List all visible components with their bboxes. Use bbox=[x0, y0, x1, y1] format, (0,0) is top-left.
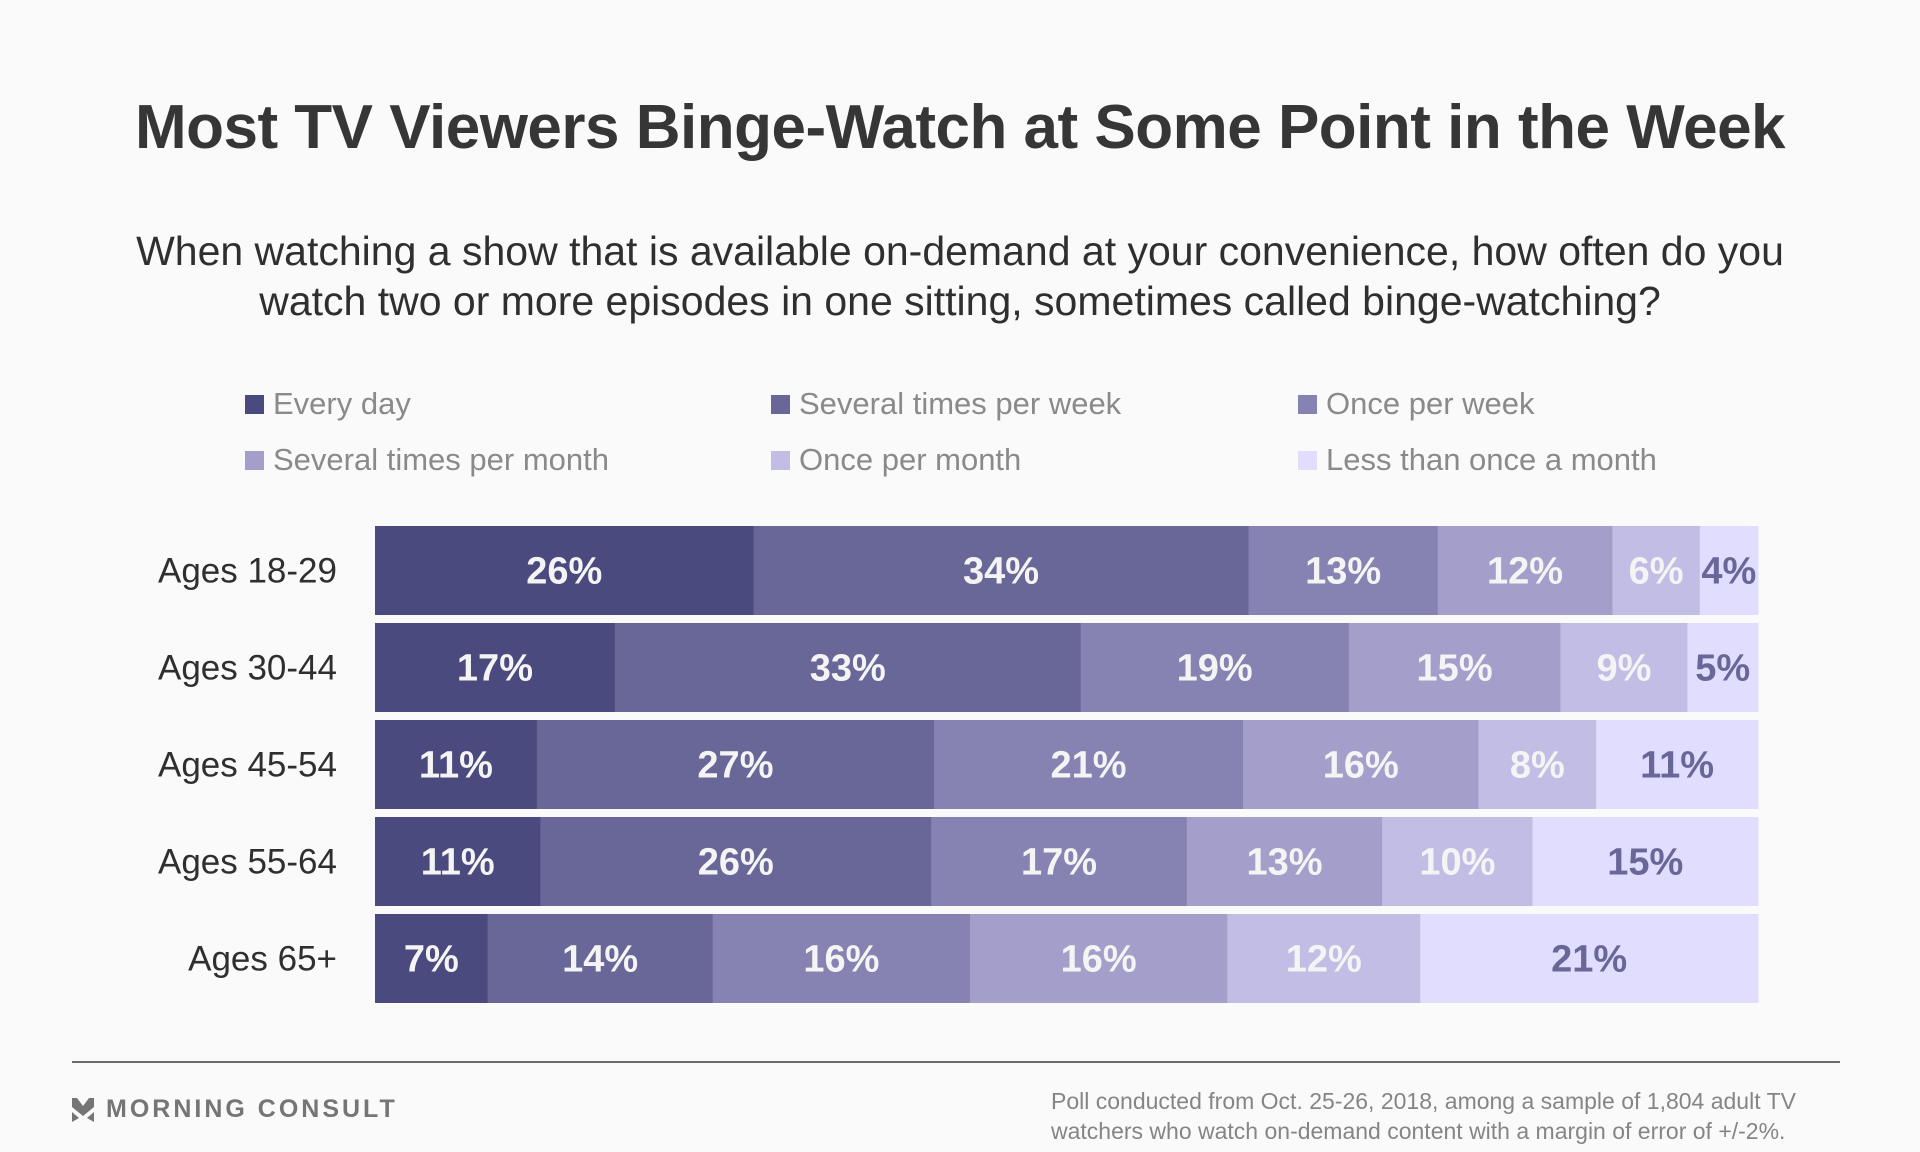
bar-value-label: 10% bbox=[1419, 842, 1495, 884]
bar-segment bbox=[1248, 526, 1439, 615]
bar-value-label: 26% bbox=[698, 842, 774, 884]
stacked-bar-chart: Ages 18-29 26% 34% 13% 12% 6% 4% Ages 30-44 17% 3… bbox=[158, 526, 1759, 1003]
bar-value-label: 26% bbox=[526, 551, 602, 593]
bar-segment bbox=[931, 817, 1188, 906]
bar-value-label: 9% bbox=[1596, 648, 1651, 690]
bar-segment bbox=[1612, 526, 1701, 615]
bar-segment bbox=[375, 817, 541, 906]
row-label: Ages 55-64 bbox=[158, 843, 337, 882]
legend-label: Once per month bbox=[799, 442, 1022, 477]
bar-segment bbox=[1348, 623, 1561, 712]
legend-item-several-times-per-week: Several times per week bbox=[771, 386, 1121, 422]
bar-segment bbox=[1420, 914, 1759, 1003]
legend-swatch bbox=[245, 394, 264, 414]
legend-swatch bbox=[771, 394, 790, 414]
bar-segment bbox=[753, 526, 1249, 615]
chart-subtitle: When watching a show that is available o… bbox=[136, 228, 1784, 324]
bar-value-label: 34% bbox=[963, 551, 1039, 593]
row-label: Ages 18-29 bbox=[158, 552, 337, 591]
row-label: Ages 65+ bbox=[188, 940, 337, 979]
legend-swatch bbox=[1298, 394, 1317, 414]
row-label: Ages 45-54 bbox=[158, 746, 337, 785]
bar-value-label: 21% bbox=[1051, 745, 1127, 787]
bar-value-label: 13% bbox=[1246, 842, 1322, 884]
bar-value-label: 5% bbox=[1695, 648, 1750, 690]
bar-segment bbox=[934, 720, 1244, 809]
bar-segment bbox=[536, 720, 935, 809]
bar-segment bbox=[375, 623, 616, 712]
legend-item-once-per-week: Once per week bbox=[1298, 386, 1535, 422]
methodology-note: Poll conducted from Oct. 25-26, 2018, am… bbox=[1051, 1088, 1796, 1144]
chart-title: Most TV Viewers Binge-Watch at Some Poin… bbox=[134, 93, 1786, 162]
legend-swatch bbox=[1298, 450, 1317, 470]
brand-logo: MORNING CONSULT bbox=[72, 1095, 398, 1124]
bar-segment bbox=[375, 914, 489, 1003]
bar-segment bbox=[1080, 623, 1350, 712]
legend-label: Several times per week bbox=[799, 386, 1122, 421]
bar-value-label: 17% bbox=[457, 648, 533, 690]
bar-segment bbox=[614, 623, 1082, 712]
bar-value-label: 6% bbox=[1629, 551, 1684, 593]
morning-consult-logo-icon bbox=[72, 1097, 94, 1122]
bar-value-label: 11% bbox=[419, 745, 493, 787]
bar-value-label: 33% bbox=[810, 648, 886, 690]
bar-value-label: 12% bbox=[1487, 551, 1563, 593]
bar-segment bbox=[540, 817, 932, 906]
bar-value-label: 16% bbox=[803, 939, 879, 981]
bar-segment bbox=[1560, 623, 1688, 712]
bar-value-label: 21% bbox=[1551, 939, 1627, 981]
bar-segment bbox=[1699, 526, 1759, 615]
bar-segment bbox=[487, 914, 714, 1003]
bar-segment bbox=[375, 526, 755, 615]
bar-value-label: 11% bbox=[421, 842, 495, 884]
bar-value-label: 19% bbox=[1177, 648, 1253, 690]
legend-item-several-times-per-month: Several times per month bbox=[245, 442, 609, 478]
bar-segment bbox=[1437, 526, 1613, 615]
brand-name: MORNING CONSULT bbox=[106, 1095, 398, 1123]
bar-value-label: 15% bbox=[1417, 648, 1493, 690]
bar-value-label: 15% bbox=[1607, 842, 1683, 884]
bar-value-label: 7% bbox=[404, 939, 459, 981]
bar-value-label: 12% bbox=[1286, 939, 1362, 981]
row-label: Ages 30-44 bbox=[158, 649, 337, 688]
legend-swatch bbox=[771, 450, 790, 470]
bar-value-label: 14% bbox=[562, 939, 638, 981]
legend-label: Several times per month bbox=[273, 442, 609, 477]
bar-value-label: 11% bbox=[1640, 745, 1714, 787]
bar-segment bbox=[1227, 914, 1421, 1003]
bar-segment bbox=[1478, 720, 1597, 809]
bar-segment bbox=[1596, 720, 1759, 809]
bar-segment bbox=[1687, 623, 1759, 712]
bar-value-label: 17% bbox=[1021, 842, 1097, 884]
bar-value-label: 13% bbox=[1305, 551, 1381, 593]
legend-label: Less than once a month bbox=[1326, 442, 1657, 477]
bar-segment bbox=[1186, 817, 1383, 906]
bar-segment bbox=[712, 914, 971, 1003]
bar-value-label: 8% bbox=[1510, 745, 1565, 787]
bar-value-label: 27% bbox=[697, 745, 773, 787]
bar-value-label: 16% bbox=[1323, 745, 1399, 787]
bar-segment bbox=[970, 914, 1228, 1003]
legend-item-every-day: Every day bbox=[245, 386, 411, 422]
legend-swatch bbox=[245, 450, 264, 470]
legend-label: Once per week bbox=[1326, 386, 1535, 421]
bar-value-label: 4% bbox=[1701, 551, 1756, 593]
footer-divider bbox=[72, 1061, 1840, 1063]
legend-item-less-than-once-a-month: Less than once a month bbox=[1298, 442, 1657, 478]
bar-segment bbox=[1382, 817, 1534, 906]
bar-segment bbox=[1532, 817, 1759, 906]
legend-label: Every day bbox=[273, 386, 411, 421]
bar-segment bbox=[1243, 720, 1479, 809]
bar-segment bbox=[375, 720, 538, 809]
bar-value-label: 16% bbox=[1061, 939, 1137, 981]
legend-item-once-per-month: Once per month bbox=[771, 442, 1021, 478]
